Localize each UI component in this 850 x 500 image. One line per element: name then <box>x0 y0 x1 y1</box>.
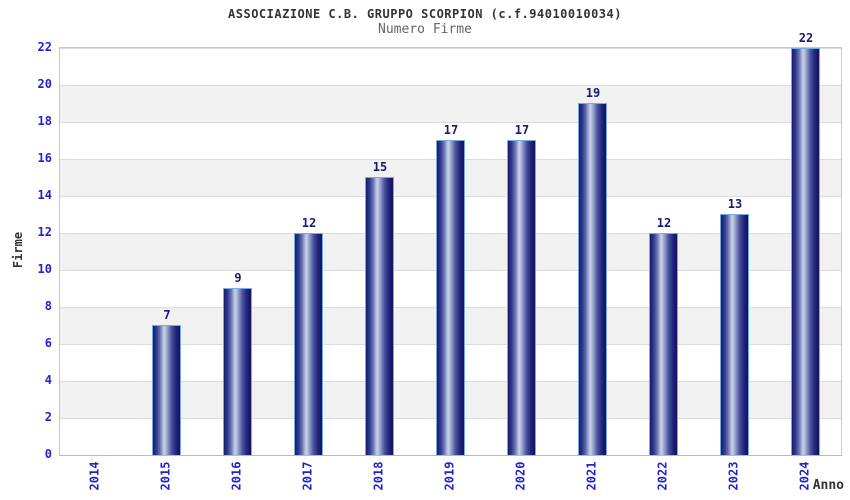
y-tick-label: 18 <box>37 114 52 128</box>
bar <box>507 140 536 455</box>
x-tick-label: 2020 <box>513 461 528 491</box>
x-tick-label: 2017 <box>300 461 315 491</box>
bar <box>365 177 394 455</box>
y-tick-label: 14 <box>37 188 52 202</box>
bar-value-label: 13 <box>727 197 743 211</box>
bar-value-label: 17 <box>443 123 459 137</box>
y-tick-label: 0 <box>44 447 52 461</box>
bar <box>223 288 252 455</box>
y-tick-label: 12 <box>37 225 52 239</box>
bar-value-label: 12 <box>301 216 317 230</box>
bar <box>578 103 607 455</box>
bar <box>649 233 678 455</box>
chart-title: ASSOCIAZIONE C.B. GRUPPO SCORPION (c.f.9… <box>228 7 622 21</box>
bar-value-label: 12 <box>656 216 672 230</box>
bar-value-label: 22 <box>798 31 814 45</box>
y-tick-label: 10 <box>37 262 52 276</box>
x-tick-label: 2023 <box>726 461 741 491</box>
plot-area: 7 9 12 15 17 17 19 12 13 22 <box>59 31 842 456</box>
bar-value-label: 7 <box>163 308 171 322</box>
chart-subtitle: Numero Firme <box>378 22 472 37</box>
x-tick-label: 2022 <box>655 461 670 491</box>
y-tick-label: 20 <box>37 77 52 91</box>
y-tick-label: 8 <box>44 299 52 313</box>
x-tick-label: 2021 <box>584 461 599 491</box>
bar-value-label: 9 <box>234 271 242 285</box>
x-tick-label: 2015 <box>158 461 173 491</box>
bar <box>152 325 181 455</box>
bar-value-label: 17 <box>514 123 530 137</box>
y-tick-label: 4 <box>44 373 52 387</box>
x-tick-label: 2014 <box>87 461 102 491</box>
x-axis-label: Anno <box>812 478 844 493</box>
bar-value-label: 15 <box>372 160 388 174</box>
x-tick-label: 2018 <box>371 461 386 491</box>
bar <box>720 214 749 455</box>
bar <box>436 140 465 455</box>
x-tick-label: 2016 <box>229 461 244 491</box>
y-tick-label: 6 <box>44 336 52 350</box>
bar <box>791 48 820 455</box>
y-tick-label: 16 <box>37 151 52 165</box>
bar <box>294 233 323 455</box>
y-tick-label: 2 <box>44 410 52 424</box>
y-tick-label: 22 <box>37 40 52 54</box>
bar-value-label: 19 <box>585 86 601 100</box>
x-tick-label: 2019 <box>442 461 457 491</box>
